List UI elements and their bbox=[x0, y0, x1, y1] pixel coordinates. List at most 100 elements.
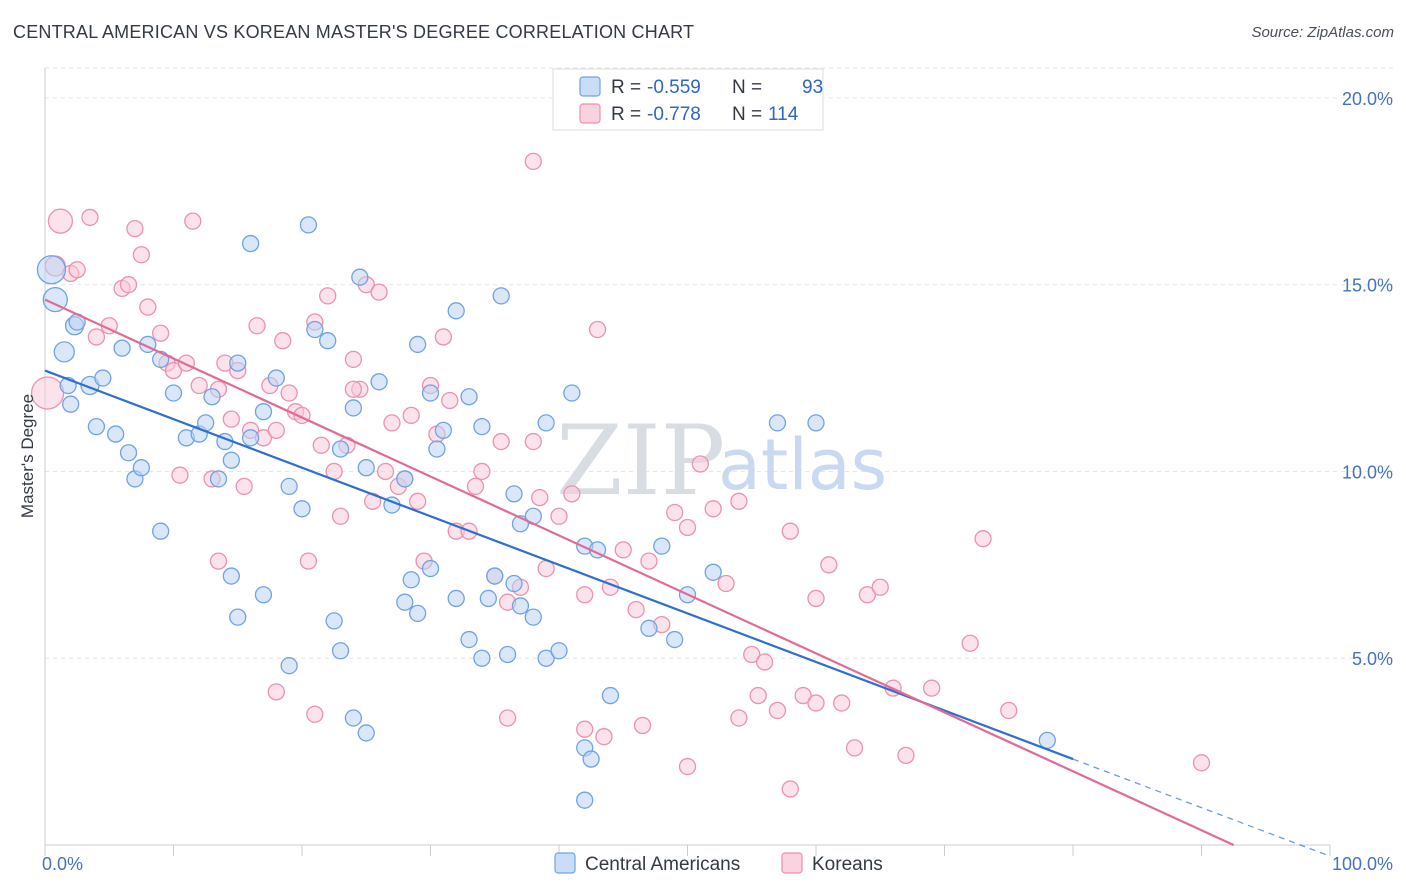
central-american-point-26 bbox=[241, 429, 260, 447]
korean-point-35 bbox=[299, 552, 318, 570]
central-american-point-59 bbox=[666, 630, 684, 649]
korean-point-12 bbox=[139, 298, 157, 316]
korean-point-74 bbox=[614, 541, 632, 559]
central-american-point-83 bbox=[511, 597, 530, 615]
central-american-point-39 bbox=[370, 373, 388, 391]
korean-point-80 bbox=[691, 455, 709, 473]
x-tick-label-min: 0.0% bbox=[42, 854, 83, 874]
korean-point-11 bbox=[132, 246, 151, 264]
korean-point-67 bbox=[531, 488, 549, 507]
korean-point-61 bbox=[473, 462, 491, 481]
korean-point-76 bbox=[640, 552, 658, 570]
korean-point-30 bbox=[267, 421, 285, 440]
central-american-point-85 bbox=[537, 649, 555, 667]
central-american-point-81 bbox=[498, 645, 517, 664]
korean-point-98 bbox=[961, 634, 979, 652]
central-american-point-91 bbox=[1038, 731, 1056, 750]
y-tick-label-15: 15.0% bbox=[1342, 276, 1393, 296]
korean-point-115 bbox=[749, 686, 767, 705]
central-american-point-27 bbox=[254, 403, 273, 421]
trend-line-central-americans bbox=[44, 369, 1074, 761]
korean-point-56 bbox=[434, 328, 453, 346]
central-american-point-88 bbox=[582, 750, 600, 768]
korean-point-83 bbox=[730, 492, 748, 510]
korean-point-13 bbox=[151, 324, 170, 342]
bottom-legend-swatch-koreans bbox=[781, 852, 803, 874]
korean-point-97 bbox=[923, 679, 941, 697]
y-axis-label: Master's Degree bbox=[18, 394, 37, 518]
korean-point-18 bbox=[184, 212, 202, 230]
korean-point-27 bbox=[248, 317, 266, 335]
korean-point-79 bbox=[678, 518, 697, 537]
korean-point-52 bbox=[408, 492, 427, 510]
central-american-point-33 bbox=[299, 216, 318, 234]
central-american-point-79 bbox=[479, 589, 497, 608]
trend-line-koreans bbox=[44, 298, 1235, 846]
korean-point-37 bbox=[312, 436, 330, 454]
korean-point-32 bbox=[280, 384, 298, 402]
central-american-point-12 bbox=[113, 339, 131, 357]
korean-point-104 bbox=[306, 705, 324, 723]
korean-point-15 bbox=[164, 361, 183, 380]
central-american-point-4 bbox=[62, 395, 80, 413]
korean-point-63 bbox=[492, 432, 510, 451]
central-american-point-22 bbox=[209, 470, 228, 488]
central-american-point-13 bbox=[107, 425, 125, 443]
x-tick-label-max: 100.0% bbox=[1332, 854, 1393, 874]
korean-point-114 bbox=[633, 716, 652, 735]
korean-point-94 bbox=[871, 578, 889, 596]
central-american-point-41 bbox=[396, 470, 414, 488]
korean-point-88 bbox=[794, 686, 812, 705]
central-american-point-86 bbox=[550, 642, 568, 660]
korean-point-109 bbox=[678, 757, 697, 776]
central-american-point-71 bbox=[357, 724, 375, 742]
bottom-legend-label-koreans: Koreans bbox=[812, 854, 883, 875]
trend-lines bbox=[44, 298, 1331, 857]
bottom-legend-swatch-central-americans bbox=[554, 852, 576, 874]
central-american-point-47 bbox=[460, 388, 478, 406]
watermark: ZIP atlas bbox=[556, 405, 887, 517]
central-american-point-1 bbox=[42, 286, 68, 313]
central-american-point-90 bbox=[601, 686, 620, 705]
central-american-point-53 bbox=[537, 414, 555, 432]
korean-point-31 bbox=[274, 332, 292, 350]
y-tick-label-10: 10.0% bbox=[1342, 462, 1393, 482]
central-american-point-45 bbox=[434, 421, 453, 440]
central-american-point-74 bbox=[408, 604, 427, 623]
bottom-legend-label-central-americans: Central Americans bbox=[585, 854, 740, 875]
central-american-point-67 bbox=[280, 657, 298, 675]
central-american-point-34 bbox=[319, 332, 337, 350]
korean-point-90 bbox=[820, 556, 838, 574]
central-american-point-31 bbox=[293, 500, 311, 518]
legend-n-label-2: N = bbox=[732, 104, 767, 125]
central-american-point-35 bbox=[331, 440, 350, 458]
central-american-point-5 bbox=[87, 417, 106, 436]
central-american-point-2 bbox=[53, 341, 75, 363]
central-american-point-75 bbox=[421, 559, 440, 578]
korean-point-91 bbox=[833, 694, 851, 712]
central-american-point-24 bbox=[222, 451, 240, 469]
central-american-point-43 bbox=[421, 384, 440, 402]
korean-point-78 bbox=[666, 503, 684, 522]
central-american-point-0 bbox=[36, 255, 67, 285]
korean-point-101 bbox=[1192, 754, 1211, 772]
korean-point-72 bbox=[588, 320, 607, 339]
korean-point-40 bbox=[331, 507, 350, 525]
central-american-point-42 bbox=[408, 335, 427, 354]
central-american-point-17 bbox=[164, 384, 183, 402]
korean-point-71 bbox=[576, 586, 594, 604]
korean-point-113 bbox=[595, 728, 613, 746]
central-american-point-89 bbox=[576, 791, 594, 809]
central-american-point-46 bbox=[447, 302, 465, 320]
central-american-point-62 bbox=[768, 414, 787, 432]
korean-point-106 bbox=[267, 683, 285, 701]
korean-point-5 bbox=[68, 261, 86, 279]
korean-point-42 bbox=[344, 350, 363, 369]
central-american-point-76 bbox=[447, 589, 465, 608]
korean-point-10 bbox=[126, 219, 144, 238]
central-american-point-50 bbox=[505, 485, 523, 503]
central-american-point-64 bbox=[222, 567, 240, 585]
legend-n-value-2: 114 bbox=[768, 104, 799, 125]
korean-point-60 bbox=[466, 477, 485, 496]
chart-title: CENTRAL AMERICAN VS KOREAN MASTER'S DEGR… bbox=[13, 22, 695, 42]
